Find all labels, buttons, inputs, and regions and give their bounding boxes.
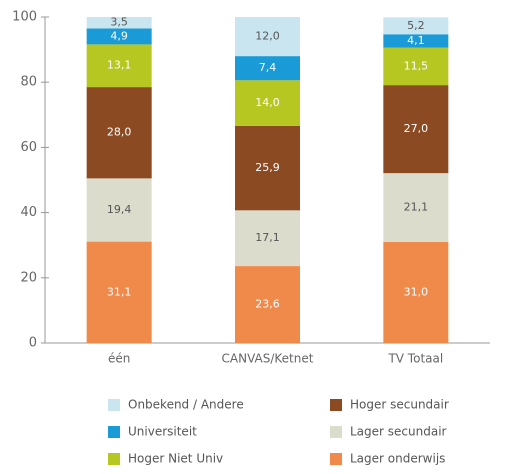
value-label: 5,2 xyxy=(407,19,425,32)
value-label: 4,1 xyxy=(407,34,425,47)
legend-swatch xyxy=(108,426,120,438)
value-label: 17,1 xyxy=(255,231,280,244)
value-label: 27,0 xyxy=(404,122,429,135)
value-label: 21,1 xyxy=(404,201,429,214)
legend-label: Lager secundair xyxy=(350,425,447,439)
bar-segment xyxy=(383,47,449,86)
bar-segment xyxy=(383,17,449,35)
x-tick-label: CANVAS/Ketnet xyxy=(222,352,314,366)
value-label: 3,5 xyxy=(110,16,128,29)
value-label: 11,5 xyxy=(404,59,429,72)
value-label: 4,9 xyxy=(110,29,128,42)
bar-segment xyxy=(86,241,152,343)
bar-segment xyxy=(383,34,449,48)
legend-label: Hoger secundair xyxy=(350,398,449,412)
legend-label: Lager onderwijs xyxy=(350,452,445,466)
bar-segment xyxy=(383,173,449,242)
legend-label: Universiteit xyxy=(128,425,197,439)
value-label: 28,0 xyxy=(107,126,132,139)
y-tick-label: 0 xyxy=(29,336,37,351)
legend-label: Onbekend / Andere xyxy=(128,398,244,412)
value-label: 14,0 xyxy=(255,96,280,109)
legend-label: Hoger Niet Univ xyxy=(128,452,223,466)
bar-segment xyxy=(86,28,152,45)
value-label: 12,0 xyxy=(255,30,280,43)
value-label: 23,6 xyxy=(255,298,280,311)
y-tick-label: 40 xyxy=(20,205,37,220)
value-label: 13,1 xyxy=(107,59,132,72)
y-tick-label: 80 xyxy=(20,75,37,90)
legend-swatch xyxy=(330,399,342,411)
y-tick-label: 20 xyxy=(20,270,37,285)
value-label: 7,4 xyxy=(259,61,277,74)
value-label: 25,9 xyxy=(255,161,280,174)
x-tick-label: TV Totaal xyxy=(387,352,443,366)
value-label: 31,1 xyxy=(107,285,132,298)
x-tick-label: één xyxy=(108,352,130,366)
bar-segment xyxy=(235,56,300,81)
bar-segment xyxy=(235,125,300,211)
y-tick-label: 100 xyxy=(12,10,37,25)
bar-segment xyxy=(86,44,152,88)
bar-segment xyxy=(86,178,152,242)
bar-segment xyxy=(383,241,449,343)
value-label: 19,4 xyxy=(107,203,132,216)
y-tick-label: 60 xyxy=(20,140,37,155)
bar-segment xyxy=(86,17,152,29)
legend-swatch xyxy=(108,453,120,465)
value-label: 31,0 xyxy=(404,285,429,298)
legend-swatch xyxy=(108,399,120,411)
legend-swatch xyxy=(330,426,342,438)
bar-segment xyxy=(235,17,300,57)
legend-swatch xyxy=(330,453,342,465)
bar-segment xyxy=(235,210,300,267)
bar-segment xyxy=(86,87,152,179)
bar-segment xyxy=(383,85,449,174)
bar-segment xyxy=(235,80,300,126)
bar-segment xyxy=(235,266,300,343)
